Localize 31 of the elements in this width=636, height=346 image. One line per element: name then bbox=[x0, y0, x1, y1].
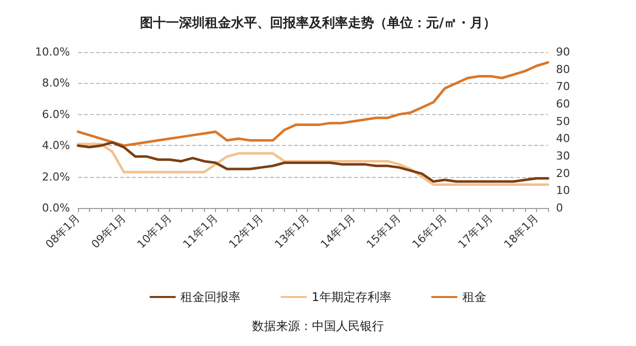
y-tick-label: 4.0% bbox=[42, 139, 70, 152]
x-tick-label: 16年1月 bbox=[410, 211, 450, 251]
y2-tick-label: 40 bbox=[556, 132, 570, 146]
y2-tick-label: 20 bbox=[556, 166, 570, 180]
x-tick-label: 12年1月 bbox=[226, 211, 266, 251]
x-tick-label: 17年1月 bbox=[456, 211, 496, 251]
source-note: 数据来源：中国人民银行 bbox=[252, 319, 384, 333]
chart-title: 图十一深圳租金水平、回报率及利率走势（单位：元/㎡・月） bbox=[140, 15, 496, 31]
y2-tick-label: 0 bbox=[556, 202, 563, 214]
legend-label: 1年期定存利率 bbox=[312, 290, 392, 304]
y2-tick-label: 90 bbox=[556, 46, 570, 58]
y-tick-label: 10.0% bbox=[35, 46, 70, 58]
y2-tick-label: 80 bbox=[556, 62, 570, 76]
legend-label: 租金回报率 bbox=[180, 290, 241, 304]
x-tick-label: 09年1月 bbox=[88, 211, 128, 251]
y2-tick-label: 50 bbox=[556, 114, 570, 128]
line-series bbox=[76, 61, 550, 147]
x-tick-label: 10年1月 bbox=[134, 211, 174, 251]
y-tick-label: 2.0% bbox=[42, 170, 70, 184]
x-tick-label: 18年1月 bbox=[502, 211, 542, 251]
y-tick-label: 6.0% bbox=[42, 108, 70, 121]
legend-label: 租金 bbox=[462, 290, 486, 304]
y-tick-label: 8.0% bbox=[42, 76, 70, 90]
x-tick-label: 14年1月 bbox=[318, 211, 358, 251]
y2-tick-label: 60 bbox=[556, 98, 570, 110]
x-tick-label: 13年1月 bbox=[272, 211, 312, 251]
x-tick-label: 15年1月 bbox=[364, 211, 404, 251]
x-tick-label: 11年1月 bbox=[180, 211, 220, 251]
y2-tick-label: 70 bbox=[556, 80, 570, 94]
y2-tick-label: 30 bbox=[556, 150, 570, 162]
y2-tick-label: 10 bbox=[556, 184, 570, 198]
